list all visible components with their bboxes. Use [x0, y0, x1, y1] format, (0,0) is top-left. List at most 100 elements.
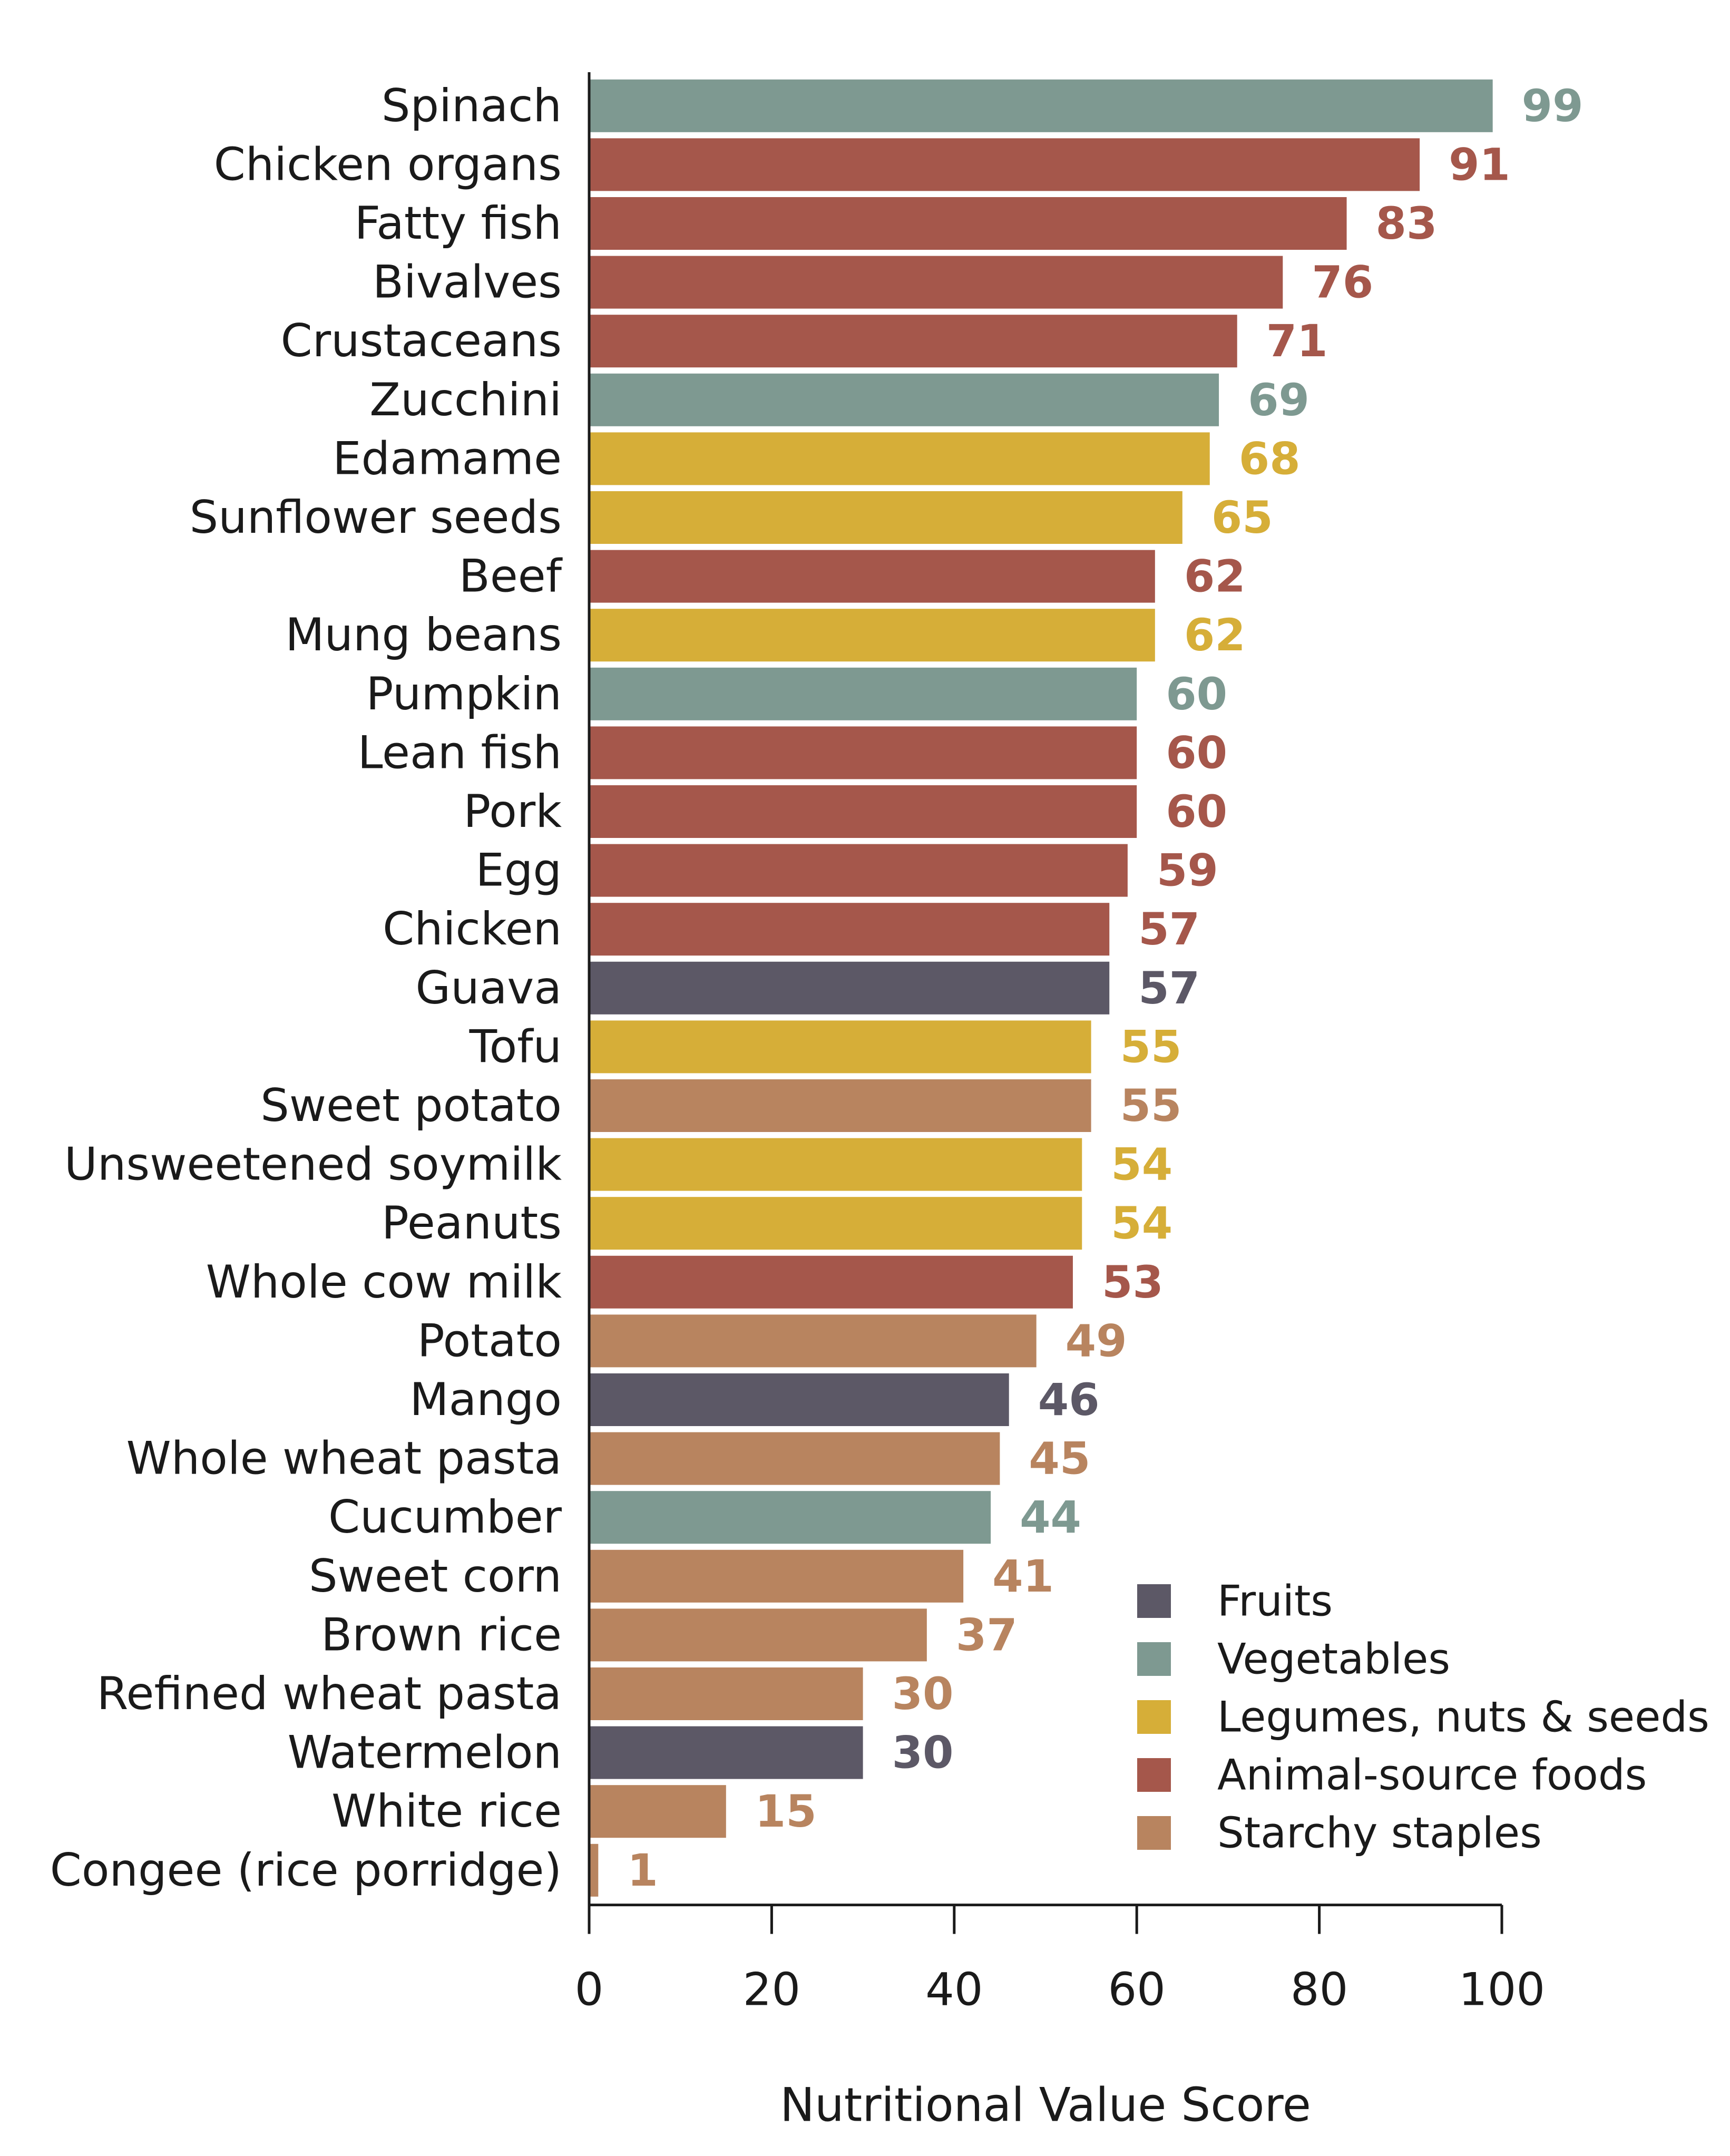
value-label: 53	[1102, 1256, 1164, 1308]
bar	[589, 1549, 964, 1603]
bar	[589, 1608, 927, 1662]
category-label: Guava	[416, 962, 562, 1014]
category-label: Lean fish	[358, 726, 562, 779]
value-label: 62	[1184, 609, 1246, 661]
legend-swatch	[1137, 1584, 1171, 1618]
value-label: 60	[1166, 668, 1227, 720]
category-labels-layer: Spinach Chicken organs Fatty fish Bivalves C…	[50, 80, 563, 1897]
category-label: Zucchini	[369, 374, 562, 426]
bars-layer	[589, 79, 1493, 1897]
legend-label: Animal-source foods	[1217, 1751, 1647, 1800]
bar	[589, 1843, 599, 1897]
value-label: 46	[1038, 1374, 1100, 1426]
category-label: Mung beans	[285, 609, 562, 661]
x-tick-label: 40	[925, 1964, 983, 2016]
value-label: 60	[1166, 786, 1227, 837]
category-label: White rice	[331, 1785, 562, 1838]
category-label: Bivalves	[373, 256, 562, 309]
bar	[589, 256, 1283, 309]
bar	[589, 844, 1128, 897]
bar	[589, 1432, 1000, 1485]
value-label: 59	[1157, 845, 1218, 896]
bar	[589, 491, 1182, 544]
value-label: 15	[755, 1786, 817, 1837]
bar	[589, 609, 1155, 662]
category-label: Sunflower seeds	[190, 491, 562, 544]
legend-label: Fruits	[1217, 1577, 1333, 1626]
value-label: 55	[1120, 1021, 1182, 1072]
bar	[589, 1255, 1073, 1309]
value-label: 99	[1522, 80, 1584, 132]
value-label: 83	[1376, 198, 1438, 249]
bar	[589, 1138, 1082, 1191]
category-label: Whole wheat pasta	[126, 1432, 562, 1485]
value-label: 30	[892, 1668, 954, 1720]
category-label: Mango	[409, 1373, 562, 1426]
value-label: 44	[1020, 1491, 1081, 1543]
bar	[589, 785, 1137, 838]
bar	[589, 1197, 1082, 1250]
x-tick-label: 100	[1459, 1964, 1545, 2016]
category-label: Spinach	[382, 80, 562, 132]
bar	[589, 903, 1110, 956]
bar	[589, 726, 1137, 779]
category-label: Edamame	[333, 432, 562, 485]
x-tick-label: 0	[575, 1964, 604, 2016]
bar	[589, 138, 1420, 191]
bar	[589, 1373, 1009, 1426]
value-label: 30	[892, 1727, 954, 1779]
category-label: Sweet potato	[260, 1079, 562, 1132]
bar	[589, 1726, 863, 1779]
value-label: 69	[1248, 374, 1309, 426]
legend-label: Legumes, nuts & seeds	[1217, 1693, 1709, 1742]
category-label: Cucumber	[328, 1491, 562, 1544]
bar	[589, 197, 1347, 250]
value-label: 65	[1211, 492, 1273, 543]
value-label: 68	[1239, 433, 1301, 484]
category-label: Tofu	[469, 1020, 562, 1073]
bar	[589, 961, 1110, 1014]
legend-swatch	[1137, 1758, 1171, 1792]
bar	[589, 1491, 991, 1544]
x-tick-label: 80	[1291, 1964, 1348, 2016]
bar	[589, 550, 1155, 603]
category-label: Whole cow milk	[206, 1256, 562, 1309]
category-label: Peanuts	[382, 1197, 562, 1250]
category-label: Watermelon	[288, 1726, 562, 1779]
legend: Fruits Vegetables Legumes, nuts & seeds Ani…	[1137, 1577, 1709, 1858]
category-label: Beef	[459, 550, 563, 603]
value-label: 37	[956, 1609, 1018, 1661]
bar	[589, 1314, 1037, 1368]
value-label: 49	[1066, 1315, 1127, 1367]
bar	[589, 1785, 726, 1838]
bar	[589, 432, 1210, 485]
value-label: 91	[1449, 139, 1510, 190]
category-label: Pork	[463, 785, 562, 838]
category-label: Unsweetened soymilk	[64, 1138, 562, 1191]
category-label: Chicken organs	[214, 138, 562, 191]
category-label: Potato	[417, 1314, 562, 1367]
category-label: Egg	[475, 844, 562, 897]
value-label: 76	[1312, 257, 1373, 308]
category-label: Fatty fish	[355, 197, 562, 250]
bar	[589, 1020, 1091, 1074]
bar	[589, 79, 1493, 132]
bar	[589, 1667, 863, 1720]
value-label: 1	[627, 1845, 658, 1896]
bar	[589, 1079, 1091, 1132]
bar	[589, 315, 1237, 368]
category-label: Brown rice	[321, 1608, 562, 1661]
value-label: 60	[1166, 727, 1227, 778]
value-label: 55	[1120, 1080, 1182, 1131]
value-label: 57	[1138, 903, 1200, 955]
legend-label: Vegetables	[1217, 1635, 1450, 1684]
x-tick-label: 60	[1108, 1964, 1165, 2016]
bar	[589, 373, 1219, 426]
category-label: Sweet corn	[309, 1550, 562, 1603]
value-label: 45	[1029, 1433, 1090, 1485]
category-label: Refined wheat pasta	[97, 1667, 562, 1720]
category-label: Chicken	[383, 903, 562, 955]
value-label: 71	[1266, 315, 1328, 367]
